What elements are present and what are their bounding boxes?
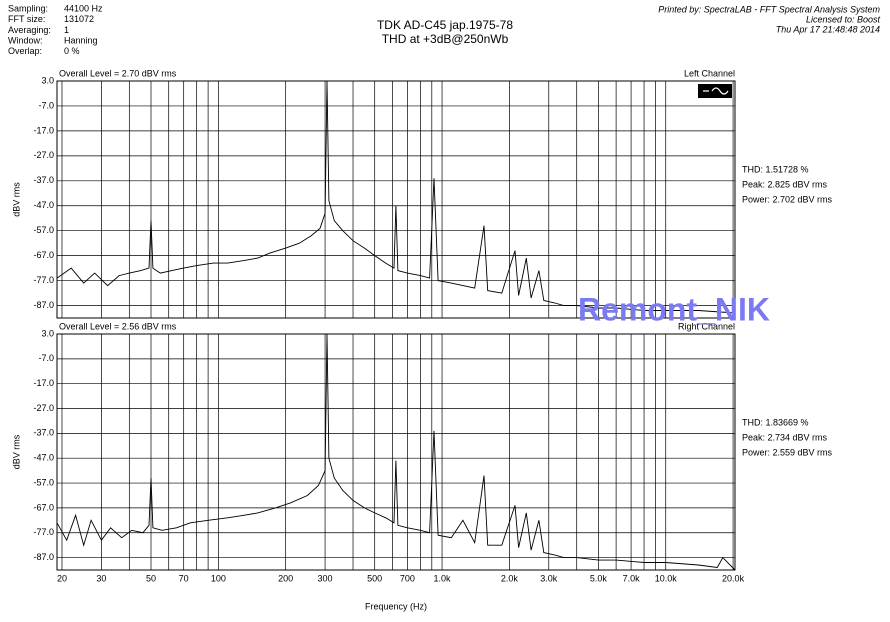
x-tick-label: 700: [400, 573, 415, 583]
x-tick-label: 20.0k: [722, 573, 745, 583]
x-tick-label: 300: [318, 573, 333, 583]
x-tick-label: 1.0k: [434, 573, 452, 583]
y-tick-label: -27.0: [33, 150, 54, 160]
y-tick-label: -47.0: [33, 453, 54, 463]
x-tick-label: 30: [96, 573, 106, 583]
printed-by: Printed by: SpectraLAB - FFT Spectral An…: [658, 4, 880, 14]
spectrum-line: [56, 80, 736, 314]
y-axis-label: dBV rms: [11, 434, 21, 469]
x-tick-label: 500: [367, 573, 382, 583]
x-axis-label: Frequency (Hz): [365, 601, 427, 611]
info-label: Window:: [8, 35, 43, 45]
channel-name: Right Channel: [678, 321, 735, 331]
info-value: Hanning: [64, 35, 98, 45]
x-tick-label: 200: [278, 573, 293, 583]
y-tick-label: -77.0: [33, 275, 54, 285]
y-tick-label: -37.0: [33, 175, 54, 185]
measurement: Peak: 2.734 dBV rms: [742, 432, 828, 442]
info-label: Sampling:: [8, 3, 48, 13]
measurement: THD: 1.51728 %: [742, 164, 809, 174]
info-value: 44100 Hz: [64, 3, 103, 13]
x-tick-label: 20: [57, 573, 67, 583]
y-tick-label: -7.0: [38, 100, 54, 110]
y-tick-label: 3.0: [41, 328, 54, 338]
overall-level: Overall Level = 2.56 dBV rms: [59, 321, 177, 331]
info-value: 131072: [64, 14, 94, 24]
y-tick-label: -77.0: [33, 527, 54, 537]
plot-area: [56, 333, 736, 571]
y-tick-label: 3.0: [41, 75, 54, 85]
y-tick-label: -87.0: [33, 300, 54, 310]
y-tick-label: -7.0: [38, 353, 54, 363]
measurement: Power: 2.702 dBV rms: [742, 194, 833, 204]
y-tick-label: -57.0: [33, 225, 54, 235]
title: TDK AD-C45 jap.1975-78: [377, 18, 513, 32]
instrument-icon: [698, 84, 732, 98]
channel-name: Left Channel: [684, 68, 735, 78]
info-label: Overlap:: [8, 46, 42, 56]
y-tick-label: -67.0: [33, 502, 54, 512]
info-label: Averaging:: [8, 25, 51, 35]
y-tick-label: -87.0: [33, 552, 54, 562]
licensed-to: Licensed to: Boost: [806, 14, 881, 24]
info-label: FFT size:: [8, 14, 45, 24]
y-tick-label: -57.0: [33, 477, 54, 487]
x-tick-label: 3.0k: [540, 573, 558, 583]
y-tick-label: -47.0: [33, 200, 54, 210]
y-axis-label: dBV rms: [11, 182, 21, 217]
measurement: Peak: 2.825 dBV rms: [742, 179, 828, 189]
y-tick-label: -27.0: [33, 403, 54, 413]
info-value: 1: [64, 25, 69, 35]
watermark: Remont_NIK: [578, 291, 770, 327]
x-tick-label: 100: [211, 573, 226, 583]
x-tick-label: 50: [146, 573, 156, 583]
x-tick-label: 7.0k: [623, 573, 641, 583]
y-tick-label: -17.0: [33, 125, 54, 135]
subtitle: THD at +3dB@250nWb: [382, 32, 509, 46]
spectrum-line: [56, 333, 736, 571]
measurement: THD: 1.83669 %: [742, 417, 809, 427]
measurement: Power: 2.559 dBV rms: [742, 447, 833, 457]
y-tick-label: -17.0: [33, 378, 54, 388]
x-tick-label: 5.0k: [590, 573, 608, 583]
y-tick-label: -67.0: [33, 250, 54, 260]
print-date: Thu Apr 17 21:48:48 2014: [776, 24, 880, 34]
x-tick-label: 70: [179, 573, 189, 583]
x-tick-label: 2.0k: [501, 573, 519, 583]
plot-area: [56, 80, 736, 319]
y-tick-label: -37.0: [33, 428, 54, 438]
info-value: 0 %: [64, 46, 80, 56]
x-tick-label: 10.0k: [655, 573, 678, 583]
overall-level: Overall Level = 2.70 dBV rms: [59, 68, 177, 78]
